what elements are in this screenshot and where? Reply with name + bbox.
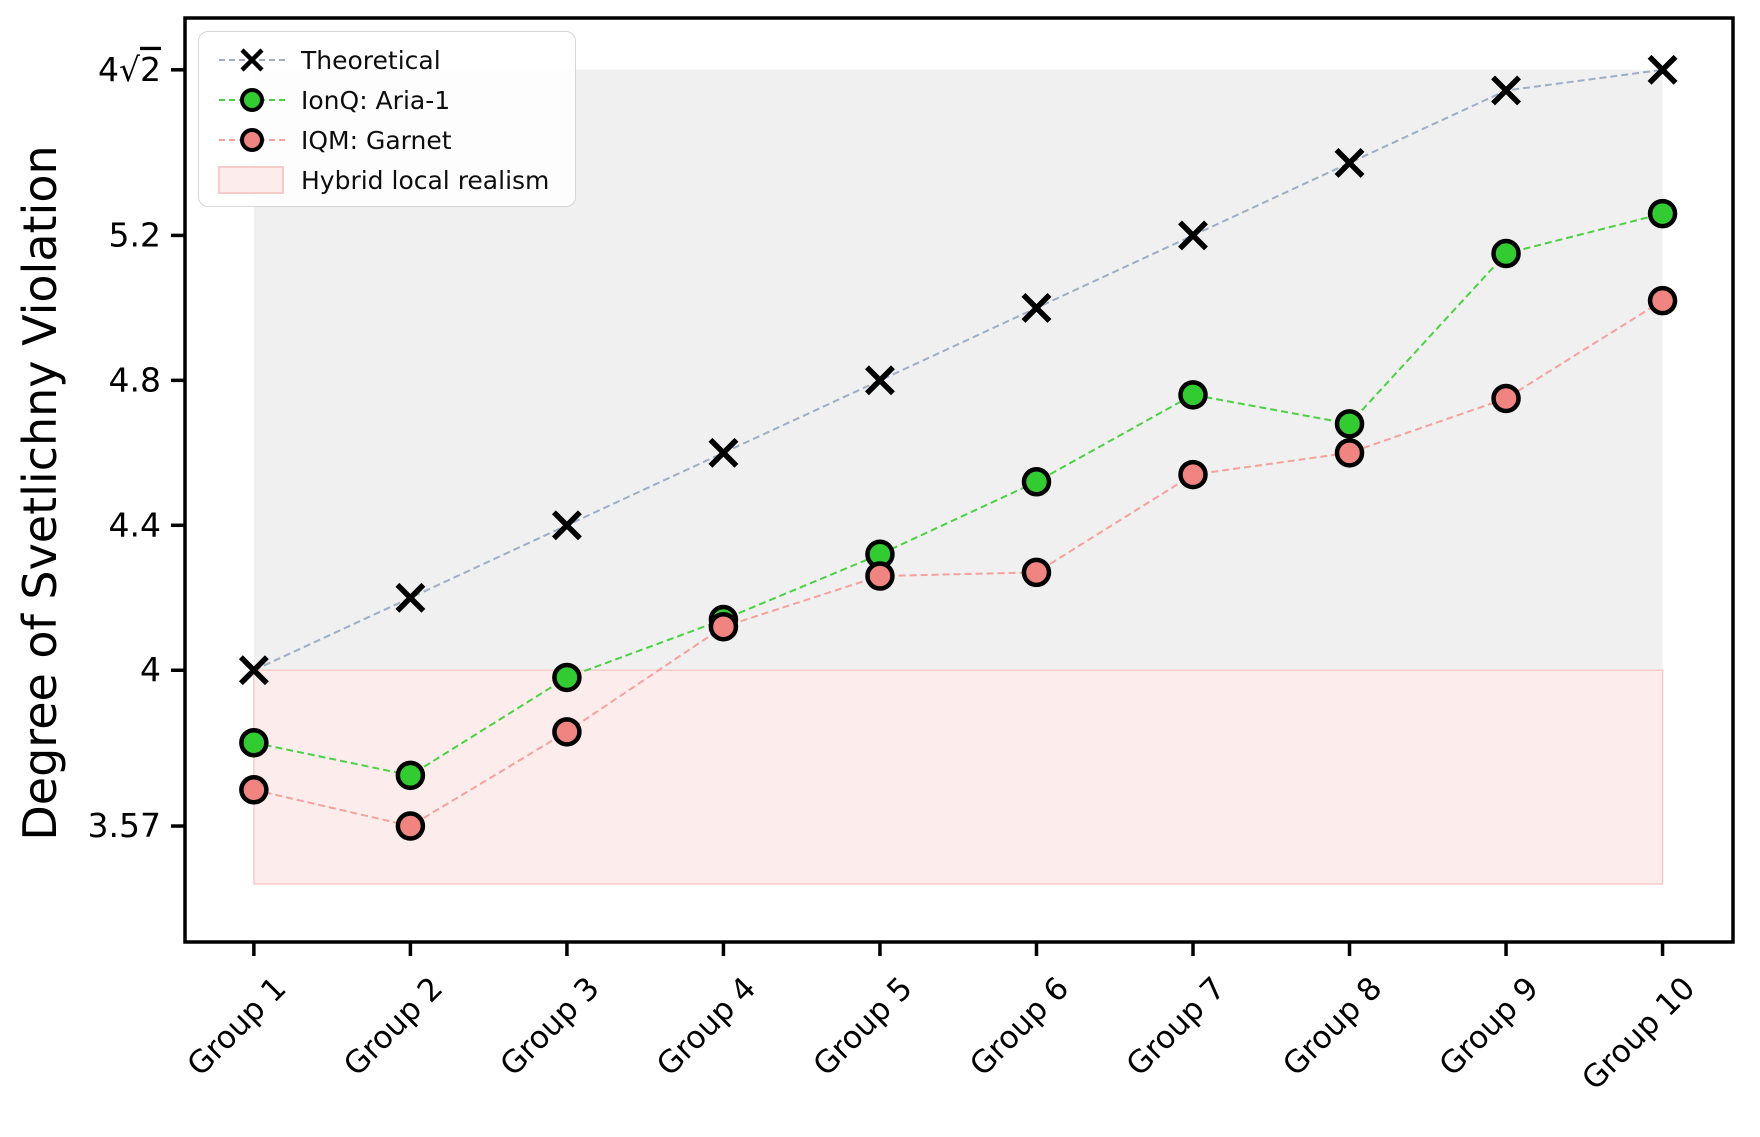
legend-label: IQM: Garnet — [301, 125, 452, 155]
circle-marker-icon — [219, 88, 285, 112]
x-tick-label-8: Group 8 — [1276, 970, 1389, 1083]
y-tick-label-4√2: 4√2 — [98, 50, 161, 89]
marker-circle-iqm-garnet-2 — [395, 811, 426, 841]
marker-circle-ionq-aria-1-7 — [1178, 380, 1208, 410]
y-tick-label-4: 4 — [140, 650, 161, 689]
marker-x-theoretical-1 — [238, 655, 269, 686]
legend-label: Theoretical — [301, 45, 441, 75]
shaded-band-icon — [218, 166, 284, 194]
marker-x-theoretical-4 — [708, 437, 739, 468]
marker-circle-iqm-garnet-8 — [1334, 438, 1365, 468]
marker-circle-iqm-garnet-1 — [239, 775, 269, 805]
x-tick-label-5: Group 5 — [806, 970, 919, 1083]
marker-x-theoretical-9 — [1491, 75, 1521, 106]
marker-circle-ionq-aria-1-6 — [1021, 467, 1052, 497]
marker-circle-iqm-garnet-7 — [1178, 459, 1208, 490]
x-tick-label-2: Group 2 — [337, 970, 450, 1083]
x-tick-label-1: Group 1 — [180, 970, 293, 1083]
region-hybrid-local-realism-band — [253, 669, 1664, 885]
marker-circle-iqm-garnet-9 — [1491, 383, 1521, 414]
marker-x-theoretical-7 — [1178, 220, 1208, 251]
marker-circle-iqm-garnet-5 — [865, 561, 895, 591]
legend: Theoretical IonQ: Aria-1 IQM: Garnet Hybrid… — [198, 31, 576, 207]
marker-circle-ionq-aria-1-10 — [1647, 198, 1678, 229]
series-line-theoretical — [253, 68, 1663, 672]
y-tick-label-4.8: 4.8 — [109, 360, 161, 399]
circle-marker-icon — [219, 128, 285, 152]
marker-x-theoretical-2 — [395, 582, 426, 613]
marker-x-theoretical-5 — [865, 365, 895, 396]
marker-circle-ionq-aria-1-8 — [1334, 409, 1365, 439]
x-tick-label-10: Group 10 — [1575, 970, 1702, 1097]
y-tick-label-3.57: 3.57 — [88, 806, 161, 845]
marker-circle-iqm-garnet-6 — [1021, 557, 1052, 588]
y-tick-label-4.4: 4.4 — [109, 505, 161, 544]
marker-x-theoretical-10 — [1647, 54, 1678, 85]
x-tick-label-7: Group 7 — [1120, 970, 1233, 1083]
x-tick-label-4: Group 4 — [650, 970, 763, 1083]
marker-x-theoretical-3 — [551, 510, 582, 541]
marker-circle-ionq-aria-1-3 — [552, 662, 582, 693]
x-marker-icon — [219, 48, 285, 72]
y-axis-label: Degree of Svetlichny Violation — [13, 145, 67, 841]
marker-circle-ionq-aria-1-1 — [239, 727, 269, 758]
marker-circle-ionq-aria-1-2 — [395, 760, 426, 791]
series-line-iqm-garnet — [253, 299, 1664, 828]
legend-label: Hybrid local realism — [301, 165, 550, 195]
marker-circle-iqm-garnet-3 — [552, 717, 582, 747]
marker-circle-ionq-aria-1-9 — [1491, 238, 1521, 269]
marker-circle-iqm-garnet-4 — [708, 612, 739, 642]
y-tick-label-5.2: 5.2 — [109, 215, 161, 254]
legend-item-hybrid-local-realism: Hybrid local realism — [217, 160, 575, 200]
legend-item-iqm-garnet: IQM: Garnet — [217, 120, 575, 160]
x-tick-label-6: Group 6 — [963, 970, 1076, 1083]
marker-x-theoretical-8 — [1334, 147, 1365, 178]
plot-border — [183, 16, 1735, 944]
x-tick-label-9: Group 9 — [1433, 970, 1546, 1083]
x-tick-label-3: Group 3 — [493, 970, 606, 1083]
marker-x-theoretical-6 — [1021, 292, 1052, 323]
legend-item-ionq-aria-1: IonQ: Aria-1 — [217, 80, 575, 120]
legend-label: IonQ: Aria-1 — [301, 85, 451, 115]
marker-circle-iqm-garnet-10 — [1647, 285, 1678, 316]
legend-item-theoretical: Theoretical — [217, 40, 575, 80]
